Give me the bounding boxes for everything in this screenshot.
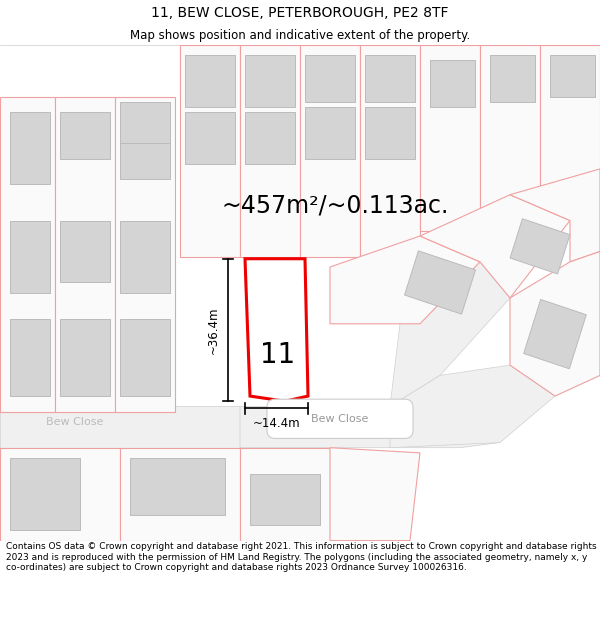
Polygon shape (60, 112, 110, 159)
Polygon shape (365, 56, 415, 102)
Text: Map shows position and indicative extent of the property.: Map shows position and indicative extent… (130, 29, 470, 42)
Polygon shape (245, 259, 308, 401)
Polygon shape (120, 319, 170, 396)
Polygon shape (10, 458, 80, 530)
Polygon shape (115, 97, 175, 411)
Polygon shape (330, 448, 420, 541)
Polygon shape (185, 112, 235, 164)
Polygon shape (305, 56, 355, 102)
Polygon shape (180, 45, 240, 257)
Polygon shape (60, 221, 110, 282)
Polygon shape (245, 56, 295, 107)
Polygon shape (10, 319, 50, 396)
Polygon shape (258, 292, 296, 349)
Text: 11, BEW CLOSE, PETERBOROUGH, PE2 8TF: 11, BEW CLOSE, PETERBOROUGH, PE2 8TF (151, 6, 449, 19)
Polygon shape (120, 221, 170, 292)
Polygon shape (420, 45, 480, 231)
Polygon shape (240, 448, 330, 541)
Text: Contains OS data © Crown copyright and database right 2021. This information is : Contains OS data © Crown copyright and d… (6, 542, 596, 572)
Polygon shape (390, 262, 510, 406)
Text: 11: 11 (260, 341, 296, 369)
Polygon shape (330, 236, 480, 324)
Polygon shape (390, 365, 555, 448)
Polygon shape (300, 45, 360, 257)
Polygon shape (360, 45, 420, 257)
Polygon shape (250, 474, 320, 525)
Text: ~36.4m: ~36.4m (207, 306, 220, 354)
Text: ~457m²/~0.113ac.: ~457m²/~0.113ac. (221, 193, 449, 217)
Polygon shape (480, 45, 540, 210)
Text: Bew Close: Bew Close (46, 417, 104, 427)
Polygon shape (420, 195, 570, 298)
Polygon shape (240, 45, 300, 257)
Polygon shape (510, 219, 570, 274)
Polygon shape (120, 102, 170, 143)
Polygon shape (510, 251, 600, 396)
Polygon shape (490, 56, 535, 102)
FancyBboxPatch shape (267, 399, 413, 438)
Polygon shape (10, 221, 50, 292)
Text: ~14.4m: ~14.4m (253, 417, 301, 430)
Polygon shape (404, 251, 475, 314)
Text: Bew Close: Bew Close (311, 414, 368, 424)
Polygon shape (305, 107, 355, 159)
Polygon shape (245, 112, 295, 164)
Polygon shape (430, 61, 475, 107)
Polygon shape (55, 97, 115, 411)
Polygon shape (120, 143, 170, 179)
Polygon shape (510, 169, 600, 262)
Polygon shape (240, 406, 500, 447)
Polygon shape (130, 458, 225, 515)
Polygon shape (365, 107, 415, 159)
Polygon shape (550, 56, 595, 97)
Polygon shape (540, 45, 600, 205)
Polygon shape (120, 448, 240, 541)
Polygon shape (524, 299, 586, 369)
Polygon shape (0, 97, 55, 411)
Polygon shape (60, 319, 110, 396)
Polygon shape (185, 56, 235, 107)
Polygon shape (10, 112, 50, 184)
Polygon shape (0, 406, 240, 447)
Polygon shape (0, 448, 120, 541)
